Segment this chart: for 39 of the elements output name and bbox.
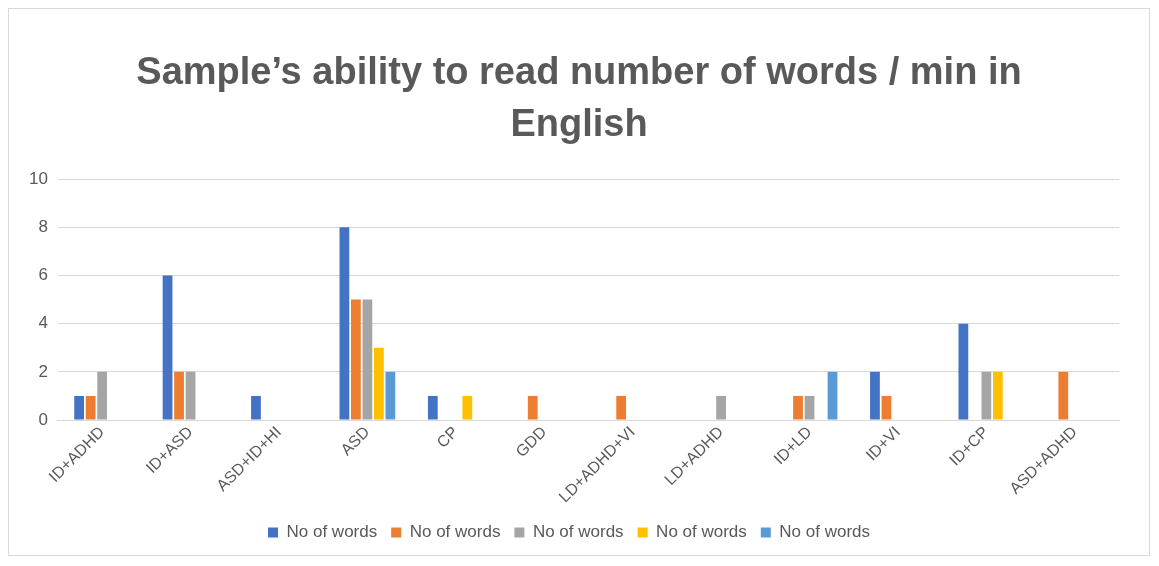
bar [958,323,969,420]
bar [870,371,880,420]
x-tick-label: CP [433,423,462,451]
y-tick-label: 2 [38,361,48,381]
bar [251,395,261,420]
bar [374,347,384,420]
bar [527,395,538,420]
bar [85,395,96,420]
bar [174,371,184,420]
y-tick-label: 10 [28,168,48,188]
legend-label: No of words [286,522,378,542]
legend-label: No of words [779,522,871,542]
bar [385,371,396,420]
legend-label: No of words [409,522,501,542]
bar [992,371,1003,420]
chart-title: Sample’s ability to read number of words / min in English [135,49,1023,146]
bar [462,395,473,420]
y-tick-label: 6 [38,265,48,285]
bar [74,395,85,420]
y-tick-label: 8 [38,217,48,237]
bar [427,395,438,420]
bar [1058,371,1069,420]
bar [339,227,350,420]
bar [881,395,892,420]
legend-label: No of words [656,522,747,542]
y-tick-label: 0 [38,409,48,429]
bar [716,395,726,420]
bar [827,371,838,420]
y-tick-label: 4 [38,313,48,333]
bar [351,299,361,420]
bar [362,299,373,420]
bar [616,395,627,420]
bar [185,371,196,420]
bar [981,371,992,420]
bar [804,395,815,420]
bar [162,275,173,420]
bar [97,371,108,420]
bar [793,395,803,420]
legend-label: No of words [532,522,624,542]
